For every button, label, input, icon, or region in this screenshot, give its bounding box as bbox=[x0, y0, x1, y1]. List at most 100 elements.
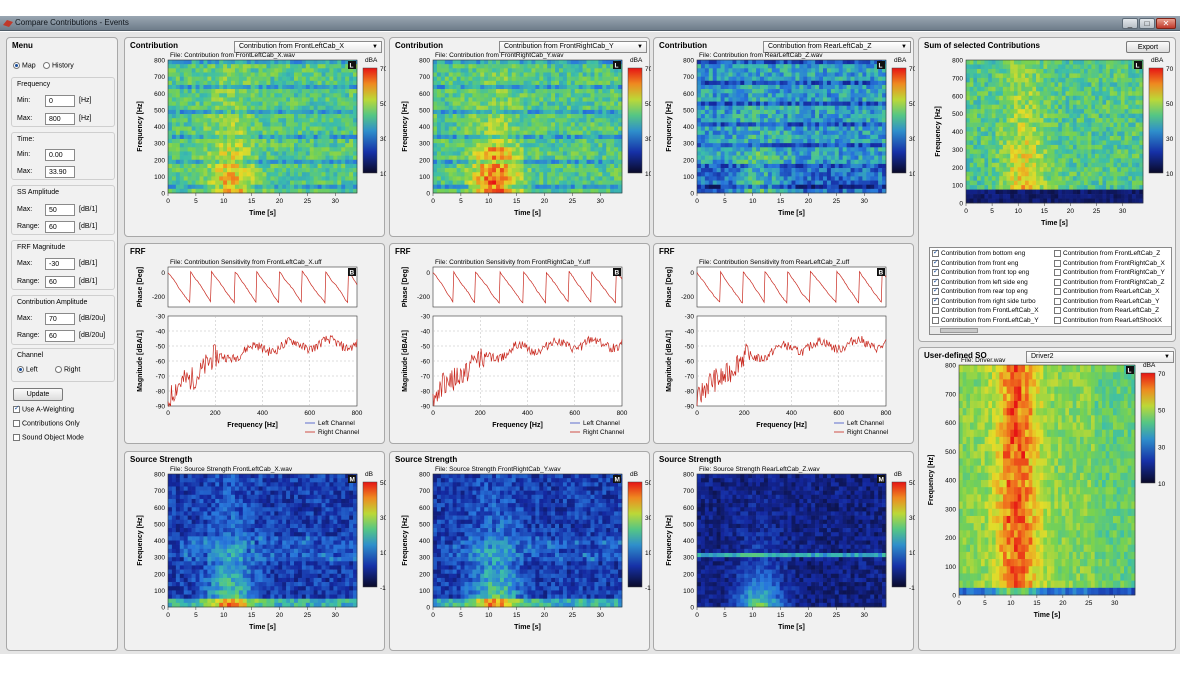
frf-title: FRF bbox=[659, 247, 675, 256]
contribution-select-3[interactable]: Contribution from RearLeftCab_Z ▼ bbox=[763, 41, 911, 53]
list-item[interactable]: Contribution from front eng bbox=[932, 258, 1018, 267]
x-tick-label: 25 bbox=[1085, 600, 1093, 607]
y-tick-label: 100 bbox=[419, 174, 430, 181]
checkbox-checked-icon[interactable] bbox=[932, 258, 939, 267]
colorbar bbox=[1148, 67, 1164, 174]
channel-right-radio[interactable]: Right bbox=[55, 366, 80, 373]
colorbar-unit: dBA bbox=[1151, 57, 1164, 64]
freq-min-input[interactable] bbox=[45, 95, 75, 107]
colorbar-tick-label: 30 bbox=[645, 515, 651, 522]
list-item[interactable]: Contribution from FrontLeftCab_Z bbox=[1054, 250, 1160, 257]
checkbox-checked-icon[interactable] bbox=[932, 286, 939, 295]
badge-label: B bbox=[615, 270, 620, 277]
view-map-radio[interactable]: Map bbox=[13, 62, 36, 69]
colorbar-tick-label: -10 bbox=[645, 585, 651, 592]
list-scrollbar[interactable] bbox=[930, 326, 1171, 334]
contributions-only-checkbox[interactable]: Contributions Only bbox=[13, 420, 80, 427]
ss-range-input[interactable] bbox=[45, 221, 75, 233]
list-item[interactable]: Contribution from FrontRightCab_Y bbox=[1054, 269, 1165, 276]
list-item[interactable]: Contribution from front top eng bbox=[932, 267, 1029, 276]
contribution-select-2[interactable]: Contribution from FrontRightCab_Y ▼ bbox=[499, 41, 647, 53]
phase-axis-label: Phase [Deg] bbox=[402, 267, 409, 307]
checkbox-icon[interactable] bbox=[1054, 307, 1061, 314]
checkbox-checked-icon[interactable] bbox=[932, 248, 939, 257]
frf-range-input[interactable] bbox=[45, 276, 75, 288]
checkbox-checked-icon[interactable] bbox=[932, 277, 939, 286]
list-item[interactable]: Contribution from FrontLeftCab_X bbox=[932, 307, 1039, 314]
x-tick-label: 0 bbox=[695, 410, 699, 417]
y-tick-label: 700 bbox=[945, 391, 956, 398]
channel-left-radio[interactable]: Left bbox=[17, 366, 38, 373]
checkbox-icon[interactable] bbox=[1054, 269, 1061, 276]
list-item[interactable]: Contribution from rear top eng bbox=[932, 286, 1028, 295]
checkbox-checked-icon[interactable] bbox=[932, 296, 939, 305]
checkbox-icon[interactable] bbox=[1054, 297, 1061, 305]
frf-max-label: Max: bbox=[17, 260, 33, 267]
y-tick-label: 400 bbox=[683, 538, 694, 545]
badge-box bbox=[613, 61, 621, 69]
magnitude-axis-label: Magnitude [dBA/1] bbox=[402, 330, 409, 392]
magnitude-tick-label: -40 bbox=[685, 329, 695, 336]
x-axis-label: Frequency [Hz] bbox=[227, 422, 278, 429]
sound-object-mode-checkbox[interactable]: Sound Object Mode bbox=[13, 434, 84, 441]
export-button[interactable]: Export bbox=[1126, 41, 1170, 53]
colorbar-tick-label: 70 bbox=[909, 66, 915, 73]
list-item[interactable]: Contribution from RearLeftShockX bbox=[1054, 316, 1162, 324]
time-min-input[interactable] bbox=[45, 149, 75, 161]
badge-label: L bbox=[1128, 368, 1132, 375]
x-tick-label: 20 bbox=[1067, 208, 1075, 215]
view-history-radio[interactable]: History bbox=[43, 62, 74, 69]
y-tick-label: 400 bbox=[945, 478, 956, 485]
ss-range-unit: [dB/1] bbox=[79, 223, 98, 230]
list-item[interactable]: Contribution from left side eng bbox=[932, 277, 1028, 286]
time-max-input[interactable] bbox=[45, 166, 75, 178]
list-item[interactable]: Contribution from right side turbo bbox=[932, 296, 1036, 305]
y-tick-label: 100 bbox=[952, 183, 963, 190]
checkbox-icon[interactable] bbox=[1054, 250, 1061, 257]
list-item[interactable]: Contribution from FrontRightCab_X bbox=[1054, 259, 1165, 267]
y-tick-label: 500 bbox=[945, 449, 956, 456]
maximize-button[interactable]: □ bbox=[1139, 18, 1155, 29]
x-axis-label: Frequency [Hz] bbox=[756, 422, 807, 429]
contribution-title: Contribution bbox=[395, 41, 443, 50]
list-item[interactable]: Contribution from bottom eng bbox=[932, 248, 1025, 257]
ss-max-input[interactable] bbox=[45, 204, 75, 216]
time-max-label: Max: bbox=[17, 168, 33, 175]
checkbox-checked-icon[interactable] bbox=[932, 267, 939, 276]
x-tick-label: 0 bbox=[964, 208, 968, 215]
contribution-select-2-value: Contribution from FrontRightCab_Y bbox=[504, 43, 614, 50]
a-weighting-checkbox[interactable]: Use A-Weighting bbox=[13, 404, 74, 413]
x-tick-label: 10 bbox=[1015, 208, 1023, 215]
y-axis-label: Frequency [Hz] bbox=[137, 101, 144, 152]
close-button[interactable]: ✕ bbox=[1156, 18, 1176, 29]
checkbox-icon[interactable] bbox=[1054, 278, 1061, 286]
update-button[interactable]: Update bbox=[13, 388, 63, 401]
ss-max-unit: [dB/1] bbox=[79, 206, 98, 213]
ca-range-input[interactable] bbox=[45, 330, 75, 342]
legend-right-label: Right Channel bbox=[318, 429, 360, 436]
checkbox-icon[interactable] bbox=[932, 307, 939, 314]
source-strength-panel-3: Source Strength File: Source Strength Re… bbox=[653, 451, 915, 651]
minimize-button[interactable]: _ bbox=[1122, 18, 1138, 29]
checkbox-icon[interactable] bbox=[1054, 259, 1061, 267]
colorbar-tick-label: 10 bbox=[645, 550, 651, 557]
checkbox-icon[interactable] bbox=[1054, 316, 1061, 324]
radio-selected-icon bbox=[13, 62, 20, 69]
scrollbar-thumb[interactable] bbox=[940, 328, 978, 333]
contribution-select-1[interactable]: Contribution from FrontLeftCab_X ▼ bbox=[234, 41, 382, 53]
list-item[interactable]: Contribution from RearLeftCab_X bbox=[1054, 288, 1159, 295]
checkbox-icon[interactable] bbox=[932, 316, 939, 324]
list-item[interactable]: Contribution from RearLeftCab_Z bbox=[1054, 307, 1159, 314]
x-tick-label: 20 bbox=[541, 612, 549, 619]
x-tick-label: 20 bbox=[541, 198, 549, 205]
list-item[interactable]: Contribution from FrontRightCab_Z bbox=[1054, 278, 1165, 286]
checkbox-icon[interactable] bbox=[1054, 288, 1061, 295]
ca-max-input[interactable] bbox=[45, 313, 75, 325]
frf-max-input[interactable] bbox=[45, 258, 75, 270]
phase-curve bbox=[167, 270, 358, 305]
list-item[interactable]: Contribution from FrontLeftCab_Y bbox=[932, 316, 1039, 324]
user-so-select[interactable]: Driver2 ▼ bbox=[1026, 351, 1174, 363]
user-so-select-value: Driver2 bbox=[1031, 353, 1054, 360]
list-item[interactable]: Contribution from RearLeftCab_Y bbox=[1054, 297, 1159, 305]
freq-max-input[interactable] bbox=[45, 113, 75, 125]
